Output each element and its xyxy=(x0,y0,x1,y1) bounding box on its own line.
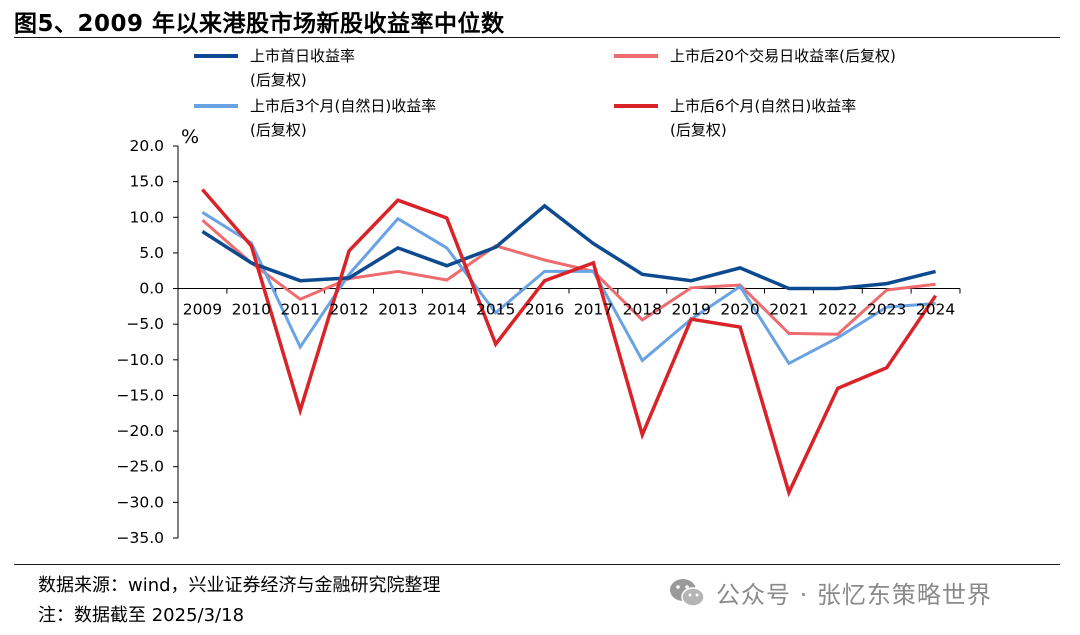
x-tick-label: 2015 xyxy=(476,301,515,319)
legend-swatch-20-days xyxy=(614,54,658,58)
x-tick-label: 2018 xyxy=(623,301,662,319)
y-tick-label: −30.0 xyxy=(117,493,165,511)
x-tick-label: 2010 xyxy=(232,301,271,319)
x-tick-label: 2023 xyxy=(867,301,906,319)
series-line-0 xyxy=(201,203,937,291)
y-tick-label: −25.0 xyxy=(117,458,165,476)
legend-item-6-months: 上市后6个月(自然日)收益率 (后复权) xyxy=(614,94,857,142)
x-tick-label: 2020 xyxy=(720,301,759,319)
x-tick-label: 2024 xyxy=(916,301,955,319)
legend-item-3-months: 上市后3个月(自然日)收益率 (后复权) xyxy=(194,94,437,142)
y-tick-label: 0.0 xyxy=(139,280,164,298)
x-tick-label: 2017 xyxy=(574,301,613,319)
legend-swatch-3-months xyxy=(194,104,238,108)
series-line-1 xyxy=(201,218,936,336)
x-tick-label: 2012 xyxy=(329,301,368,319)
x-tick-label: 2019 xyxy=(671,301,710,319)
x-tick-label: 2011 xyxy=(280,301,319,319)
wechat-icon xyxy=(670,578,705,607)
title-divider xyxy=(14,37,1060,38)
watermark-text: 公众号 · 张忆东策略世界 xyxy=(716,581,992,609)
legend-label-6-months-2: (后复权) xyxy=(670,121,727,139)
legend-item-first-day: 上市首日收益率 (后复权) xyxy=(194,44,356,92)
y-tick-label: 20.0 xyxy=(129,137,164,155)
y-tick-label: 10.0 xyxy=(129,208,164,226)
x-tick-label: 2009 xyxy=(183,301,222,319)
wechat-watermark: 公众号 · 张忆东策略世界 xyxy=(668,575,992,610)
x-tick-label: 2021 xyxy=(769,301,808,319)
y-tick-label: −5.0 xyxy=(126,315,164,333)
y-axis-unit: % xyxy=(181,126,199,148)
y-tick-label: 15.0 xyxy=(129,173,164,191)
footer-divider xyxy=(14,564,1060,565)
x-tick-label: 2022 xyxy=(818,301,857,319)
y-tick-label: 5.0 xyxy=(139,244,164,262)
series-line-3 xyxy=(201,188,938,498)
source-note: 数据来源：wind，兴业证券经济与金融研究院整理 xyxy=(38,575,441,596)
x-tick-label: 2013 xyxy=(378,301,417,319)
x-tick-label: 2014 xyxy=(427,301,466,319)
legend-item-20-days: 上市后20个交易日收益率(后复权) xyxy=(614,44,896,68)
legend-label-3-months-2: (后复权) xyxy=(250,121,307,139)
y-tick-label: −20.0 xyxy=(117,422,165,440)
legend-label-3-months: 上市后3个月(自然日)收益率 xyxy=(250,97,437,115)
legend-swatch-6-months xyxy=(614,104,658,108)
legend-label-first-day: 上市首日收益率 xyxy=(250,47,356,65)
y-tick-label: −35.0 xyxy=(117,529,165,547)
data-date-note: 注：数据截至 2025/3/18 xyxy=(38,605,245,626)
y-tick-label: −10.0 xyxy=(117,351,165,369)
chart-title: 图5、2009 年以来港股市场新股收益率中位数 xyxy=(14,11,505,37)
y-tick-label: −15.0 xyxy=(117,386,165,404)
legend-label-first-day-2: (后复权) xyxy=(250,71,307,89)
x-tick-label: 2016 xyxy=(525,301,564,319)
legend-swatch-first-day xyxy=(194,54,238,58)
legend-label-6-months: 上市后6个月(自然日)收益率 xyxy=(670,97,857,115)
legend-label-20-days: 上市后20个交易日收益率(后复权) xyxy=(670,47,896,65)
